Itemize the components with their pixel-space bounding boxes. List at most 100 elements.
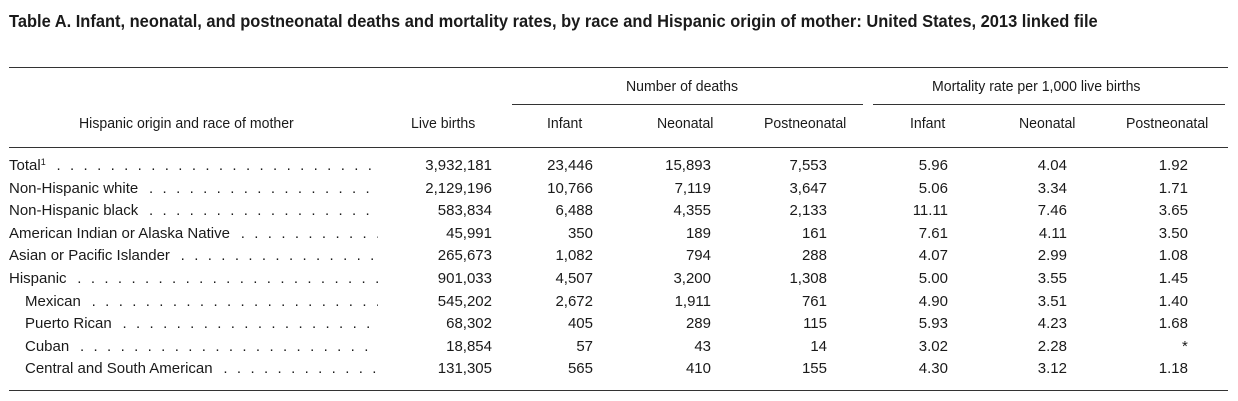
cell-deaths-neonatal: 4,355 xyxy=(673,202,711,220)
row-label-text: Non-Hispanic black xyxy=(9,202,139,220)
cell-rate-neonatal: 4.04 xyxy=(1037,157,1067,174)
cell-deaths-neonatal: 43 xyxy=(694,337,711,355)
cell-rate-postneonatal: 1.92 xyxy=(1158,157,1188,174)
row-label: American Indian or Alaska Native . . . .… xyxy=(9,225,378,243)
row-label: Central and South American . . . . . . .… xyxy=(25,360,378,378)
row-label: Hispanic . . . . . . . . . . . . . . . .… xyxy=(9,270,378,288)
cell-rate-neonatal: 3.34 xyxy=(1037,179,1067,197)
col-header-live-births: Live births xyxy=(411,115,476,132)
cell-deaths-postneonatal: 761 xyxy=(801,292,827,310)
deaths-spanner-heading: Number of deaths xyxy=(626,78,739,95)
leader-dots: . . . . . . . . . . . . . . . . . . . . … xyxy=(240,224,378,242)
leader-dots: . . . . . . . . . . . . . . . . . . . . … xyxy=(91,292,378,310)
cell-rate-infant: 7.61 xyxy=(918,224,948,242)
cell-rate-infant: 4.30 xyxy=(918,360,948,378)
cell-rate-postneonatal: 1.68 xyxy=(1158,315,1188,333)
cell-deaths-infant: 1,082 xyxy=(555,247,593,265)
cell-deaths-infant: 350 xyxy=(567,224,593,242)
cell-live-births: 45,991 xyxy=(446,224,492,242)
col-header-race: Hispanic origin and race of mother xyxy=(79,115,294,132)
leader-dots: . . . . . . . . . . . . . . . . . . . . … xyxy=(77,270,378,287)
footnote-marker: 1 xyxy=(40,157,46,167)
cell-deaths-infant: 405 xyxy=(567,315,593,333)
table-title: Table A. Infant, neonatal, and postneona… xyxy=(9,11,1098,31)
cell-deaths-neonatal: 794 xyxy=(685,247,711,265)
cell-rate-postneonatal: 1.18 xyxy=(1158,360,1188,378)
cell-live-births: 68,302 xyxy=(446,315,492,333)
col-header-deaths-postneonatal: Postneonatal xyxy=(764,115,847,132)
cell-deaths-infant: 10,766 xyxy=(547,179,593,197)
cell-rate-postneonatal: * xyxy=(1182,337,1188,355)
cell-deaths-neonatal: 1,911 xyxy=(674,292,711,310)
cell-deaths-neonatal: 189 xyxy=(685,224,711,242)
cell-rate-infant: 5.06 xyxy=(918,179,948,197)
cell-rate-neonatal: 4.11 xyxy=(1038,224,1067,242)
cell-rate-infant: 5.96 xyxy=(918,157,948,174)
cell-deaths-infant: 6,488 xyxy=(555,202,593,220)
cell-deaths-postneonatal: 7,553 xyxy=(789,157,827,174)
cell-rate-postneonatal: 1.45 xyxy=(1158,270,1188,287)
cell-deaths-postneonatal: 3,647 xyxy=(789,179,827,197)
top-rule xyxy=(9,67,1228,68)
row-label: Mexican . . . . . . . . . . . . . . . . … xyxy=(25,293,378,311)
cell-live-births: 2,129,196 xyxy=(425,179,492,197)
row-label: Cuban . . . . . . . . . . . . . . . . . … xyxy=(25,338,378,356)
leader-dots: . . . . . . . . . . . . . . . . . . . . … xyxy=(149,202,378,220)
cell-rate-infant: 5.93 xyxy=(918,315,948,333)
cell-rate-postneonatal: 1.08 xyxy=(1158,247,1188,265)
cell-rate-infant: 5.00 xyxy=(918,270,948,287)
cell-live-births: 131,305 xyxy=(437,360,492,378)
rates-spanner-rule xyxy=(873,104,1225,105)
cell-rate-neonatal: 3.12 xyxy=(1037,360,1067,378)
cell-deaths-postneonatal: 161 xyxy=(801,224,827,242)
cell-deaths-postneonatal: 115 xyxy=(803,315,827,333)
row-label: Non-Hispanic white . . . . . . . . . . .… xyxy=(9,180,378,198)
cell-rate-neonatal: 3.51 xyxy=(1037,292,1067,310)
cell-deaths-neonatal: 7,119 xyxy=(674,179,711,197)
bottom-rule xyxy=(9,390,1228,391)
col-header-rate-postneonatal: Postneonatal xyxy=(1126,115,1209,132)
leader-dots: . . . . . . . . . . . . . . . . . . . . … xyxy=(56,157,378,174)
cell-rate-infant: 11.11 xyxy=(912,202,948,220)
row-label: Puerto Rican . . . . . . . . . . . . . .… xyxy=(25,315,378,333)
cell-rate-infant: 4.90 xyxy=(918,292,948,310)
rates-spanner-heading: Mortality rate per 1,000 live births xyxy=(932,78,1141,95)
row-label-text: Hispanic xyxy=(9,270,67,287)
row-label-text: Puerto Rican xyxy=(25,315,112,333)
cell-rate-neonatal: 4.23 xyxy=(1037,315,1067,333)
cell-rate-infant: 4.07 xyxy=(918,247,948,265)
cell-rate-postneonatal: 1.40 xyxy=(1158,292,1188,310)
cell-live-births: 18,854 xyxy=(446,337,492,355)
row-label-text: Cuban xyxy=(25,337,70,355)
row-label: Total1 . . . . . . . . . . . . . . . . .… xyxy=(9,157,378,175)
cell-live-births: 583,834 xyxy=(437,202,492,220)
row-label-text: Total xyxy=(9,157,41,174)
col-header-deaths-neonatal: Neonatal xyxy=(657,115,714,132)
cell-deaths-neonatal: 3,200 xyxy=(673,270,711,287)
cell-rate-neonatal: 3.55 xyxy=(1037,270,1067,287)
cell-rate-postneonatal: 3.65 xyxy=(1158,202,1188,220)
row-label-text: American Indian or Alaska Native xyxy=(9,224,230,242)
row-label-text: Central and South American xyxy=(25,360,213,378)
cell-deaths-infant: 4,507 xyxy=(555,270,593,287)
cell-deaths-postneonatal: 155 xyxy=(801,360,827,378)
header-rule xyxy=(9,147,1228,148)
col-header-rate-infant: Infant xyxy=(910,115,946,132)
cell-deaths-infant: 23,446 xyxy=(547,157,593,174)
cell-rate-postneonatal: 1.71 xyxy=(1158,179,1188,197)
cell-deaths-neonatal: 410 xyxy=(685,360,711,378)
cell-rate-infant: 3.02 xyxy=(918,337,948,355)
cell-live-births: 265,673 xyxy=(437,247,492,265)
cell-deaths-postneonatal: 1,308 xyxy=(789,270,827,287)
row-label-text: Asian or Pacific Islander xyxy=(9,247,170,265)
row-label-text: Non-Hispanic white xyxy=(9,179,139,197)
leader-dots: . . . . . . . . . . . . . . . . . . . . … xyxy=(79,337,378,355)
cell-rate-postneonatal: 3.50 xyxy=(1158,224,1188,242)
leader-dots: . . . . . . . . . . . . . . . . . . . . … xyxy=(122,315,378,333)
deaths-spanner-rule xyxy=(512,104,863,105)
cell-deaths-infant: 57 xyxy=(576,337,593,355)
cell-deaths-neonatal: 15,893 xyxy=(665,157,711,174)
cell-deaths-postneonatal: 14 xyxy=(810,337,827,355)
cell-deaths-infant: 2,672 xyxy=(555,292,593,310)
cell-deaths-postneonatal: 2,133 xyxy=(789,202,827,220)
